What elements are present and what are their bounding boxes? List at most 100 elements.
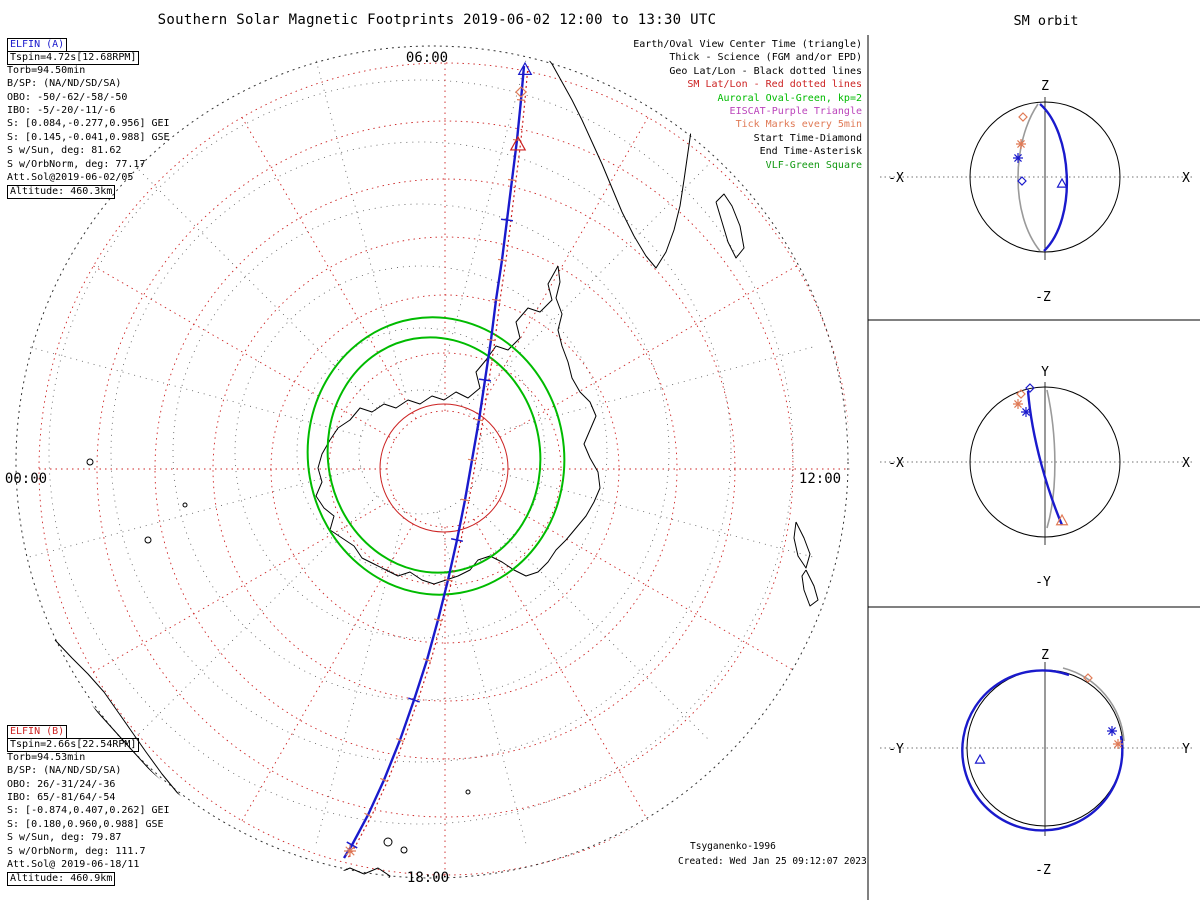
diamond-marker bbox=[515, 86, 527, 98]
triangle-marker bbox=[974, 753, 986, 764]
mlt-label-1800: 18:00 bbox=[406, 870, 450, 886]
island bbox=[86, 458, 94, 466]
track-tick-mark bbox=[380, 777, 388, 783]
island bbox=[144, 536, 152, 544]
orbit-arc-far bbox=[1046, 389, 1056, 529]
track-tick-mark bbox=[467, 458, 477, 462]
elfin-a-header-row: ELFIN (A) bbox=[7, 37, 170, 52]
orbit-axis-label-y: Y bbox=[1041, 365, 1049, 380]
orbit-axis-label-negy: -Y bbox=[1035, 575, 1051, 590]
elfin-a-info-line: Torb=94.50min bbox=[7, 64, 86, 76]
created-timestamp: Created: Wed Jan 25 09:12:07 2023 bbox=[678, 856, 867, 867]
diamond-marker bbox=[1016, 389, 1026, 399]
legend-item: End Time-Asterisk bbox=[759, 146, 862, 158]
mlt-label-0000: 00:00 bbox=[4, 471, 48, 487]
mlt-label-0600: 06:00 bbox=[405, 50, 449, 66]
orbit-arc-near bbox=[1039, 103, 1068, 252]
asterisk-marker bbox=[1107, 726, 1117, 736]
orbit-axis-label-z: Z bbox=[1041, 648, 1049, 663]
track-tick-mark bbox=[460, 498, 470, 502]
sm-orbit-title: SM orbit bbox=[1013, 13, 1079, 29]
orbit-axis-label-negy: -Y bbox=[888, 742, 904, 757]
triangle-marker bbox=[1055, 513, 1069, 526]
orbit-arc-near bbox=[961, 669, 1124, 832]
triangle-marker bbox=[509, 135, 527, 151]
asterisk-marker bbox=[344, 845, 356, 857]
elfin-b-info-line: Torb=94.53min bbox=[7, 751, 86, 763]
asterisk-marker bbox=[1113, 739, 1123, 749]
track-tick-mark bbox=[443, 578, 453, 582]
elfin-a-info-line: S w/OrbNorm, deg: 77.17 bbox=[7, 158, 146, 170]
elfin-a-info-line: S: [0.084,-0.277,0.956] GEI bbox=[7, 118, 170, 130]
coastline bbox=[793, 521, 811, 569]
track-tick-mark bbox=[433, 618, 443, 622]
island bbox=[383, 837, 393, 847]
legend-item: Earth/Oval View Center Time (triangle) bbox=[633, 39, 862, 50]
auroral-oval bbox=[326, 336, 542, 574]
orbit-arc-far bbox=[1017, 103, 1041, 252]
triangle-marker bbox=[517, 61, 533, 75]
elfin-a-info-line: B/SP: (NA/ND/SD/SA) bbox=[7, 78, 122, 90]
asterisk-marker bbox=[1021, 407, 1031, 417]
track-tick-mark bbox=[507, 178, 517, 182]
elfin-b-info-line: S: [0.180,0.960,0.988] GSE bbox=[7, 818, 164, 830]
diamond-marker bbox=[1017, 176, 1027, 186]
track-tick-mark bbox=[422, 658, 432, 662]
elfin-b-label: ELFIN (B) bbox=[7, 725, 68, 739]
diamond-marker bbox=[1083, 673, 1093, 683]
legend-item: Geo Lat/Lon - Black dotted lines bbox=[669, 65, 862, 77]
elfin-a-info-line: S w/Sun, deg: 81.62 bbox=[7, 145, 122, 157]
orbit-panel-3: Z -Z -Y Y bbox=[880, 648, 1192, 878]
coastline bbox=[801, 569, 819, 607]
orbit-axis-label-y: Y bbox=[1182, 742, 1190, 757]
elfin-footprint-track bbox=[342, 65, 526, 859]
elfin-a-label: ELFIN (A) bbox=[7, 38, 68, 52]
asterisk-marker bbox=[1013, 153, 1023, 163]
orbit-panel-2: Y -Y -X X bbox=[880, 365, 1192, 590]
orbit-panel-1: Z -Z -X X bbox=[880, 79, 1192, 305]
elfin-b-altitude: Altitude: 460.9km bbox=[7, 872, 116, 886]
orbit-axis-label-negx: -X bbox=[888, 171, 904, 186]
track-tick-mark bbox=[486, 338, 496, 342]
orbit-axis-label-x: X bbox=[1182, 171, 1190, 186]
field-model-label: Tsyganenko-1996 bbox=[690, 841, 776, 852]
track-tick-mark bbox=[497, 258, 507, 262]
track-tick-mark bbox=[364, 812, 372, 818]
coastline bbox=[845, 179, 850, 225]
elfin-b-tspin: Tspin=2.66s[22.54RPM] bbox=[7, 738, 140, 752]
island bbox=[465, 789, 471, 795]
earth-circle bbox=[969, 101, 1121, 253]
track-tick-mark bbox=[346, 841, 358, 849]
elfin-b-info-line: Att.Sol@ 2019-06-18/11 bbox=[7, 858, 140, 870]
island bbox=[182, 502, 188, 508]
elfin-a-tspin-row: Tspin=4.72s[12.68RPM] bbox=[7, 50, 170, 65]
track-tick-mark bbox=[478, 378, 492, 382]
track-tick-mark bbox=[396, 738, 404, 742]
elfin-a-info-line: S: [0.145,-0.041,0.988] GSE bbox=[7, 131, 170, 143]
legend-item: VLF-Green Square bbox=[765, 159, 862, 171]
track-tick-mark bbox=[516, 99, 526, 101]
track-tick-mark bbox=[500, 218, 514, 222]
elfin-b-info-block: ELFIN (B) Tspin=2.66s[22.54RPM] Torb=94.… bbox=[7, 724, 170, 886]
legend-item: Tick Marks every 5min bbox=[735, 119, 862, 131]
legend-item: Start Time-Diamond bbox=[753, 132, 862, 144]
legend-item: Auroral Oval-Green, kp=2 bbox=[717, 92, 863, 104]
asterisk-marker bbox=[1013, 399, 1023, 409]
island bbox=[400, 846, 408, 854]
elfin-b-tspin-row: Tspin=2.66s[22.54RPM] bbox=[7, 737, 170, 752]
elfin-b-info-line: IBO: 65/-81/64/-54 bbox=[7, 791, 116, 803]
elfin-a-info-line: IBO: -5/-20/-11/-6 bbox=[7, 104, 116, 116]
orbit-axis-label-negz: -Z bbox=[1035, 290, 1051, 305]
map-legend: Earth/Oval View Center Time (triangle) Th… bbox=[633, 38, 862, 172]
orbit-axis-label-negx: -X bbox=[888, 456, 904, 471]
asterisk-marker bbox=[1016, 139, 1026, 149]
elfin-b-info-line: OBO: 26/-31/24/-36 bbox=[7, 778, 116, 790]
coastline bbox=[315, 265, 601, 585]
coastline bbox=[335, 867, 391, 880]
orbit-arc-far bbox=[1062, 667, 1125, 742]
elfin-b-lines: Torb=94.53min B/SP: (NA/ND/SD/SA) OBO: 26/… bbox=[7, 751, 170, 872]
elfin-b-header-row: ELFIN (B) bbox=[7, 724, 170, 739]
diamond-marker bbox=[1018, 112, 1028, 122]
diamond-marker bbox=[1025, 383, 1035, 393]
